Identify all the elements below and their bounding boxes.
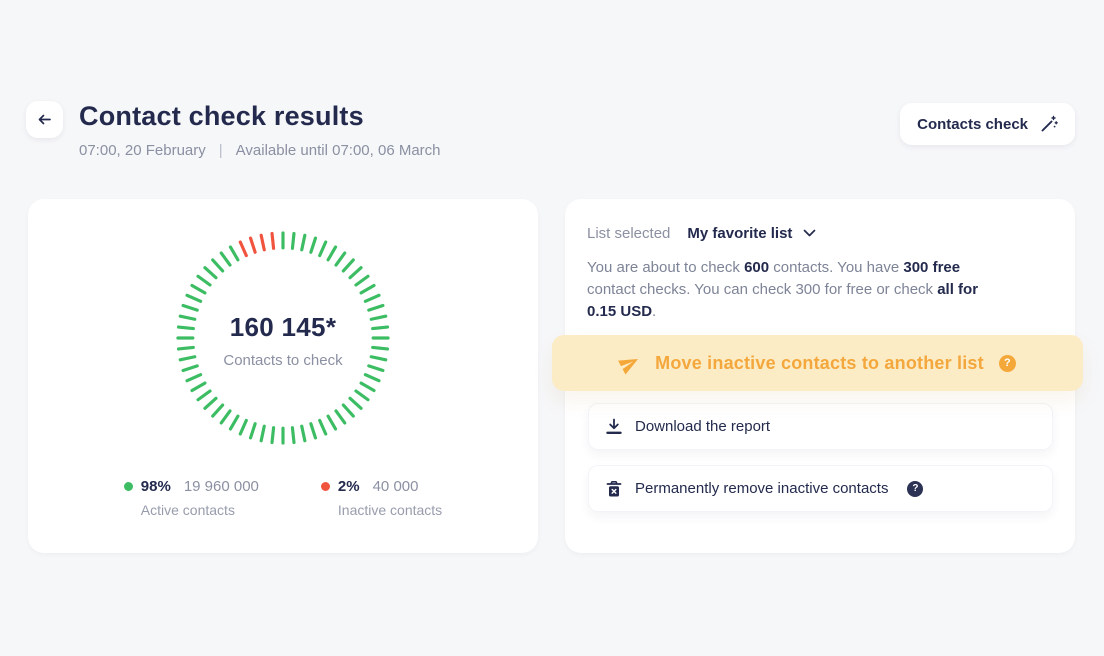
contacts-check-label: Contacts check: [917, 115, 1028, 133]
page-title: Contact check results: [79, 101, 364, 131]
inactive-contacts-label: Inactive contacts: [337, 502, 443, 518]
trash-icon: [606, 480, 622, 496]
legend-item-inactive: 2% 40 000 Inactive contacts: [320, 478, 443, 518]
contacts-to-check-value: 160 145*: [229, 312, 337, 342]
active-contacts-label: Active contacts: [140, 502, 235, 518]
main-content: 160 145* Contacts to check 98% 19 960 00…: [28, 199, 1083, 553]
active-contacts-dot-icon: [123, 482, 133, 491]
check-info-text: You are about to check 600 contacts. You…: [587, 259, 979, 320]
back-button[interactable]: [26, 101, 63, 138]
active-contacts-count: 19 960 000: [183, 478, 259, 495]
report-subtitle: 07:00, 20 February | Available until 07:…: [79, 142, 900, 159]
gauge-legend: 98% 19 960 000 Active contacts 2% 40 000…: [28, 478, 538, 518]
send-icon: [618, 358, 639, 375]
download-report-label: Download the report: [635, 418, 771, 435]
move-inactive-contacts-button[interactable]: Move inactive contacts to another list ?: [552, 335, 1083, 391]
gauge-wrap: 160 145* Contacts to check: [172, 227, 394, 454]
inactive-contacts-percent: 2%: [337, 478, 360, 495]
download-icon: [606, 418, 622, 434]
magic-wand-icon: [1041, 115, 1058, 132]
header-text: Contact check results 07:00, 20 February…: [79, 101, 900, 159]
download-report-button[interactable]: Download the report: [588, 403, 1053, 450]
arrow-left-icon: [38, 114, 51, 125]
chevron-down-icon: [804, 229, 816, 237]
help-icon[interactable]: ?: [998, 354, 1016, 372]
gauge-center: 160 145* Contacts to check: [172, 227, 394, 454]
help-icon[interactable]: ?: [907, 480, 924, 497]
subtitle-divider: |: [218, 142, 223, 160]
list-selected-row: List selected My favorite list: [587, 225, 1053, 242]
contacts-gauge-chart: [176, 231, 390, 445]
availability-text: Available until 07:00, 06 March: [235, 142, 441, 160]
header: Contact check results 07:00, 20 February…: [26, 101, 1075, 159]
inactive-contacts-count: 40 000: [372, 478, 419, 495]
list-selected-label: List selected: [587, 225, 671, 242]
move-inactive-contacts-label: Move inactive contacts to another list: [655, 352, 984, 373]
contacts-to-check-label: Contacts to check: [223, 352, 343, 369]
list-selector[interactable]: My favorite list: [687, 225, 816, 242]
remove-inactive-contacts-button[interactable]: Permanently remove inactive contacts ?: [588, 465, 1053, 512]
legend-item-active: 98% 19 960 000 Active contacts: [123, 478, 259, 518]
report-date: 07:00, 20 February: [79, 142, 206, 160]
active-contacts-percent: 98%: [140, 478, 171, 495]
selected-list-name: My favorite list: [687, 225, 793, 242]
contacts-check-button[interactable]: Contacts check: [900, 103, 1075, 145]
contacts-summary-card: 160 145* Contacts to check 98% 19 960 00…: [28, 199, 538, 553]
inactive-contacts-dot-icon: [320, 482, 330, 491]
check-options-card: List selected My favorite list You are a…: [552, 199, 1083, 553]
remove-inactive-contacts-label: Permanently remove inactive contacts: [635, 480, 889, 497]
